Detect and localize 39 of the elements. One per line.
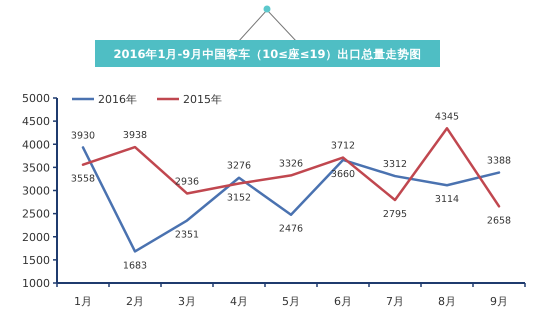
ytick: 1500 (22, 254, 50, 267)
ytick: 1000 (22, 277, 50, 290)
label: 3558 (70, 174, 96, 185)
label: 3930 (70, 130, 96, 142)
legend: 2016年 (98, 93, 137, 106)
ytick: 2500 (22, 208, 50, 221)
xtick: 8月 (438, 295, 456, 308)
label: 4345 (434, 111, 460, 122)
ytick: 5000 (22, 92, 50, 105)
label: 3114 (434, 194, 460, 206)
xtick: 3月 (178, 295, 196, 308)
label: 2658 (486, 215, 512, 226)
xtick: 6月 (334, 295, 352, 308)
ytick: 2000 (22, 230, 50, 244)
xtick: 7月 (386, 295, 404, 308)
ytick: 3500 (22, 161, 50, 174)
title: 2016年1月-9月中国客车（10≤座≤19）出口总量走势图 (113, 47, 422, 61)
label: 2476 (278, 224, 304, 235)
label: 3660 (330, 168, 356, 180)
ytick: 4000 (22, 138, 50, 152)
label: 3388 (486, 156, 512, 167)
xtick: 4月 (230, 295, 248, 308)
label: 3312 (382, 159, 408, 170)
xtick: 9月 (490, 295, 508, 308)
label: 2936 (174, 176, 200, 188)
label: 3326 (278, 158, 304, 170)
ytick: 3000 (22, 184, 50, 198)
label: 3276 (226, 160, 252, 172)
label: 2795 (382, 208, 408, 220)
ytick: 4500 (22, 115, 50, 128)
label: 3712 (330, 140, 356, 152)
label: 3938 (122, 130, 148, 142)
xtick: 5月 (282, 295, 300, 308)
legend: 2015年 (183, 93, 222, 106)
label: 3152 (226, 192, 252, 204)
label: 2351 (174, 230, 200, 241)
label: 1683 (122, 260, 148, 272)
xtick: 2月 (126, 295, 144, 308)
xtick: 1月 (74, 295, 92, 308)
